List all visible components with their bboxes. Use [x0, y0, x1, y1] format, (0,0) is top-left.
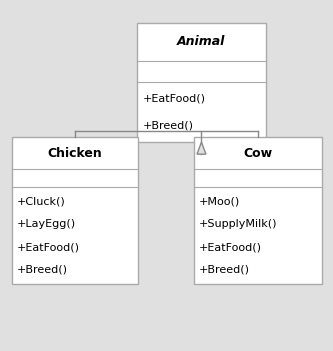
Bar — [12, 137, 138, 284]
Text: +Breed(): +Breed() — [143, 121, 193, 131]
Text: Animal: Animal — [177, 35, 226, 48]
Text: +Breed(): +Breed() — [17, 265, 68, 275]
Text: +LayEgg(): +LayEgg() — [17, 219, 76, 229]
Text: +Breed(): +Breed() — [199, 265, 250, 275]
Bar — [194, 137, 322, 284]
Polygon shape — [197, 142, 206, 154]
Text: +Cluck(): +Cluck() — [17, 197, 65, 206]
Text: +Moo(): +Moo() — [199, 197, 240, 206]
Bar — [138, 23, 266, 142]
Text: Chicken: Chicken — [48, 147, 102, 160]
Text: +EatFood(): +EatFood() — [17, 242, 80, 252]
Text: +SupplyMilk(): +SupplyMilk() — [199, 219, 277, 229]
Text: +EatFood(): +EatFood() — [199, 242, 262, 252]
Text: +EatFood(): +EatFood() — [143, 94, 205, 104]
Text: Cow: Cow — [243, 147, 273, 160]
